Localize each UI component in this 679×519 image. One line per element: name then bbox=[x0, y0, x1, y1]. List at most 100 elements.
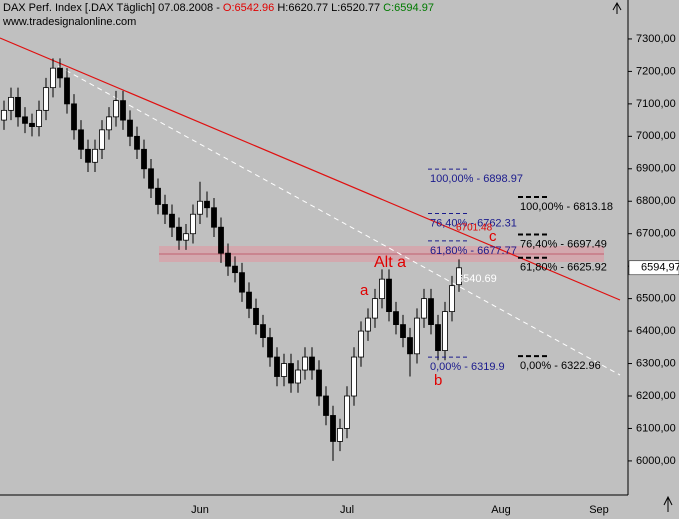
candle-body bbox=[372, 298, 378, 319]
candle-body bbox=[281, 363, 287, 377]
candle-body bbox=[211, 207, 217, 228]
candle-body bbox=[50, 67, 56, 89]
candle-body bbox=[393, 311, 399, 325]
candle-body bbox=[449, 285, 455, 313]
candle-body bbox=[358, 330, 364, 358]
candle-body bbox=[78, 129, 84, 150]
candle-body bbox=[120, 100, 126, 121]
fib-label: 61,80% - 6677.77 bbox=[430, 245, 517, 257]
candle-body bbox=[400, 324, 406, 338]
candle-body bbox=[407, 337, 413, 355]
annotation: 6701.48 bbox=[456, 223, 493, 234]
candle-body bbox=[225, 252, 231, 267]
candle-body bbox=[274, 356, 280, 377]
y-tick-label: 6700,00 bbox=[636, 228, 676, 240]
candle-body bbox=[309, 356, 315, 371]
candle-body bbox=[1, 109, 7, 121]
candle-body bbox=[330, 415, 336, 442]
candle-body bbox=[379, 278, 385, 300]
price-tag: 6594,97 bbox=[641, 262, 679, 274]
candle-body bbox=[134, 135, 140, 150]
fib-label: 100,00% - 6898.97 bbox=[430, 173, 523, 185]
candle-body bbox=[246, 291, 252, 309]
y-tick-label: 7200,00 bbox=[636, 65, 676, 77]
candle-body bbox=[15, 96, 21, 118]
candle-body bbox=[64, 77, 70, 105]
annotation: c bbox=[489, 228, 497, 245]
candle-body bbox=[197, 200, 203, 215]
candle-body bbox=[22, 116, 28, 124]
candle-body bbox=[239, 272, 245, 293]
candle-body bbox=[204, 200, 210, 209]
fib-label: 100,00% - 6813.18 bbox=[520, 201, 613, 213]
candle-body bbox=[190, 213, 196, 235]
annotation: a bbox=[360, 282, 369, 299]
candle-body bbox=[456, 267, 462, 286]
y-tick-label: 6800,00 bbox=[636, 195, 676, 207]
fib-label: 76,40% - 6762.31 bbox=[430, 217, 517, 229]
y-tick-label: 6500,00 bbox=[636, 293, 676, 305]
candle-body bbox=[57, 67, 63, 79]
candle-body bbox=[421, 298, 427, 319]
axis-arrow bbox=[663, 495, 673, 512]
x-tick-label: Aug bbox=[491, 504, 511, 516]
candle-body bbox=[113, 100, 119, 118]
candle-body bbox=[337, 428, 343, 442]
candle-body bbox=[92, 148, 98, 163]
candle-body bbox=[323, 395, 329, 416]
candle-body bbox=[148, 168, 154, 189]
trend-line bbox=[0, 37, 621, 301]
header: DAX Perf. Index [.DAX Täglich] 07.08.200… bbox=[3, 2, 434, 14]
candle-body bbox=[253, 307, 259, 325]
y-tick-label: 6400,00 bbox=[636, 325, 676, 337]
fib-label: 0,00% - 6322.96 bbox=[520, 360, 601, 372]
candle-body bbox=[141, 148, 147, 170]
x-tick-label: Jun bbox=[191, 504, 209, 516]
candle-body bbox=[169, 213, 175, 228]
candle-body bbox=[288, 363, 294, 384]
header-low: L:6520.77 bbox=[328, 2, 380, 14]
fib-label: 0,00% - 6319.9 bbox=[430, 361, 505, 373]
candle-body bbox=[176, 226, 182, 241]
candle-body bbox=[127, 119, 133, 137]
candle-body bbox=[344, 395, 350, 429]
candle-body bbox=[386, 278, 392, 313]
candle-body bbox=[106, 116, 112, 131]
price-tag-box bbox=[628, 260, 679, 276]
y-tick-label: 7100,00 bbox=[636, 98, 676, 110]
header-title: DAX Perf. Index [.DAX Täglich] 07.08.200… bbox=[3, 2, 223, 14]
candle-body bbox=[232, 265, 238, 274]
candle-body bbox=[267, 337, 273, 358]
header-high: H:6620.77 bbox=[274, 2, 328, 14]
subtitle: www.tradesignalonline.com bbox=[2, 16, 136, 28]
candle-body bbox=[428, 298, 434, 325]
candle-body bbox=[295, 369, 301, 384]
y-tick-label: 7300,00 bbox=[636, 33, 676, 45]
candle-body bbox=[155, 187, 161, 205]
candle-body bbox=[351, 356, 357, 397]
header-close: C:6594.97 bbox=[380, 2, 434, 14]
y-tick-label: 6100,00 bbox=[636, 422, 676, 434]
y-tick-label: 7000,00 bbox=[636, 130, 676, 142]
header-open: O:6542.96 bbox=[223, 2, 274, 14]
candle-body bbox=[414, 317, 420, 355]
fib-label: 76,40% - 6697.49 bbox=[520, 238, 607, 250]
x-tick-label: Jul bbox=[340, 504, 354, 516]
fib-label: 61,80% - 6625.92 bbox=[520, 262, 607, 274]
annotation: Alt a bbox=[374, 254, 406, 271]
candle-body bbox=[302, 356, 308, 371]
candle-body bbox=[316, 369, 322, 397]
candle-body bbox=[71, 103, 77, 131]
y-tick-label: 6000,00 bbox=[636, 455, 676, 467]
candle-body bbox=[183, 233, 189, 241]
candle-body bbox=[162, 204, 168, 215]
candle-body bbox=[85, 148, 91, 163]
candle-body bbox=[435, 324, 441, 351]
candle-body bbox=[442, 311, 448, 351]
dashed-trend-line bbox=[57, 65, 621, 376]
axis-arrow bbox=[612, 1, 622, 14]
candle-body bbox=[218, 226, 224, 254]
candle-body bbox=[365, 317, 371, 332]
candle-body bbox=[8, 96, 14, 111]
